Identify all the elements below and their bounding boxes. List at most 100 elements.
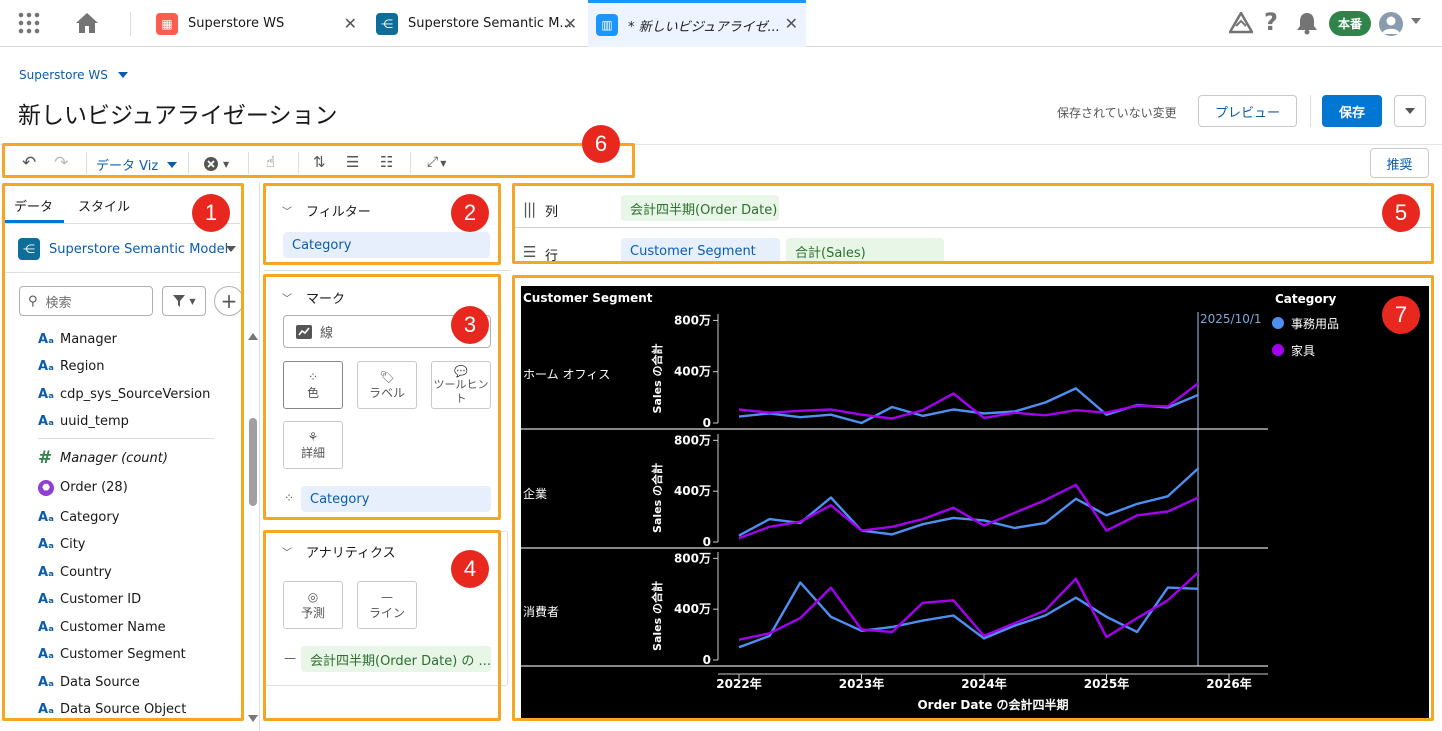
field-manager-count[interactable]: # Manager (count): [38, 448, 168, 468]
preview-button[interactable]: プレビュー: [1198, 95, 1297, 127]
close-icon[interactable]: ✕: [563, 14, 577, 33]
columns-pill-fiscal-quarter[interactable]: 会計四半期(Order Date): [621, 195, 779, 221]
field-label: Manager: [60, 331, 117, 347]
text-field-icon: Aₐ: [38, 591, 55, 607]
semantic-model-selector[interactable]: ⋲ Superstore Semantic Model: [18, 237, 238, 261]
chevron-down-icon: [226, 246, 236, 252]
divider: [130, 12, 131, 36]
undo-icon[interactable]: ↶: [22, 153, 37, 173]
legend-title: Category: [1275, 292, 1337, 306]
mark-color-button[interactable]: ⁘ 色: [283, 361, 343, 409]
legend-swatch: [1272, 344, 1284, 356]
field-source-version[interactable]: Aₐ cdp_sys_SourceVersion: [38, 384, 210, 404]
tab-new-visualization[interactable]: ▥ * 新しいビジュアライゼ... ✕: [588, 0, 806, 47]
field-data-source-object[interactable]: Aₐ Data Source Object: [38, 699, 186, 719]
close-icon[interactable]: ✕: [343, 14, 357, 33]
series-line: [738, 467, 1200, 537]
legend-label: 家具: [1291, 343, 1315, 358]
scrollbar-thumb[interactable]: [249, 418, 257, 506]
data-viz-dropdown[interactable]: データ Viz: [96, 155, 178, 174]
field-uuid-temp[interactable]: Aₐ uuid_temp: [38, 411, 129, 431]
field-city[interactable]: Aₐ City: [38, 534, 85, 554]
close-icon[interactable]: ✕: [784, 14, 798, 33]
scrollbar-down-icon[interactable]: [248, 715, 258, 722]
x-tick-label: 2025年: [1084, 676, 1129, 691]
divider: [86, 152, 87, 174]
rows-pill-sum-sales[interactable]: 合計(Sales): [786, 238, 944, 264]
more-actions-button[interactable]: [1394, 95, 1426, 127]
avatar[interactable]: [1379, 12, 1403, 36]
analytics-pill-fiscal-quarter[interactable]: 会計四半期(Order Date) の ...: [301, 646, 491, 672]
chart-area: Customer Segment 2025/10/1 0 400万 800万 ホーム オフ…: [521, 286, 1429, 718]
tab-superstore-ws[interactable]: ▦ Superstore WS ✕: [150, 0, 365, 47]
chevron-down-icon: ﹀: [282, 548, 292, 559]
reference-line-button[interactable]: — ライン: [357, 581, 417, 629]
tab-style[interactable]: スタイル: [78, 200, 131, 215]
rows-icon: ☰: [523, 243, 537, 261]
columns-shelf: [514, 188, 1434, 228]
trailhead-icon[interactable]: [1227, 10, 1255, 38]
marks-section-header[interactable]: ﹀ マーク: [282, 288, 345, 307]
field-manager[interactable]: Aₐ Manager: [38, 329, 117, 349]
field-category[interactable]: Aₐ Category: [38, 507, 119, 527]
divider: [4, 272, 240, 273]
divider: [298, 152, 299, 174]
analytics-section-header[interactable]: ﹀ アナリティクス: [282, 542, 396, 561]
field-country[interactable]: Aₐ Country: [38, 562, 112, 582]
object-order[interactable]: ⬣ Order (28): [38, 477, 128, 497]
field-customer-name[interactable]: Aₐ Customer Name: [38, 617, 166, 637]
filter-pill-category[interactable]: Category: [283, 232, 490, 258]
mark-type-select[interactable]: 線: [283, 315, 491, 348]
series-line: [738, 581, 1199, 649]
recommend-button[interactable]: 推奨: [1370, 148, 1429, 178]
filter-dropdown-button[interactable]: ▼: [162, 286, 206, 316]
divider: [264, 270, 510, 271]
mark-label-button[interactable]: 🏷 ラベル: [357, 361, 417, 409]
filters-section-header[interactable]: ﹀ フィルター: [282, 201, 371, 220]
breadcrumb[interactable]: Superstore WS: [19, 68, 128, 82]
forecast-button[interactable]: ◎ 予測: [283, 581, 343, 629]
notification-bell-icon[interactable]: [1296, 11, 1318, 39]
tab-semantic-model[interactable]: ⋲ Superstore Semantic M... ✕: [370, 0, 585, 47]
analytics-title: アナリティクス: [306, 546, 396, 561]
swap-axes-icon[interactable]: ⇅: [313, 153, 326, 171]
fit-icon[interactable]: ⤢ ▼: [427, 154, 447, 170]
segment-label: 消費者: [523, 604, 559, 619]
help-icon[interactable]: ?: [1264, 8, 1278, 36]
annotation-badge: 5: [1382, 194, 1420, 232]
text-field-icon: Aₐ: [38, 564, 55, 580]
field-customer-id[interactable]: Aₐ Customer ID: [38, 589, 141, 609]
interaction-icon[interactable]: ☝: [266, 153, 276, 171]
breadcrumb-label[interactable]: Superstore WS: [19, 68, 108, 82]
object-label: Order (28): [60, 479, 128, 495]
filters-title: フィルター: [306, 205, 371, 220]
tab-data[interactable]: データ: [14, 200, 54, 215]
mark-detail-button[interactable]: ⚘ 詳細: [283, 421, 343, 469]
y-tick-label: 800万: [674, 433, 711, 447]
scrollbar-up-icon[interactable]: [248, 333, 258, 340]
search-placeholder: 検索: [45, 295, 72, 311]
field-data-source[interactable]: Aₐ Data Source: [38, 672, 140, 692]
sort-ascending-icon[interactable]: ☰: [346, 153, 360, 171]
object-icon: ⬣: [38, 479, 60, 496]
mark-pill-category[interactable]: Category: [301, 486, 491, 512]
sort-descending-icon[interactable]: ☷: [380, 153, 394, 171]
rows-pill-customer-segment[interactable]: Customer Segment: [621, 238, 780, 264]
save-button[interactable]: 保存: [1322, 95, 1382, 127]
app-launcher-icon[interactable]: [18, 12, 40, 34]
redo-icon[interactable]: ↷: [54, 153, 69, 173]
search-input[interactable]: ⚲ 検索: [19, 286, 153, 316]
segment-label: 企業: [523, 486, 547, 501]
home-icon[interactable]: [75, 11, 99, 39]
chevron-down-icon[interactable]: [117, 72, 128, 78]
mark-tooltip-button[interactable]: 💬 ツールヒント: [431, 361, 491, 409]
field-region[interactable]: Aₐ Region: [38, 356, 105, 376]
y-tick-label: 800万: [674, 551, 711, 565]
y-tick-label: 400万: [674, 365, 711, 379]
field-customer-segment[interactable]: Aₐ Customer Segment: [38, 644, 186, 664]
mark-detail-label: 詳細: [300, 445, 325, 460]
clear-icon[interactable]: ▼: [203, 156, 229, 172]
add-field-button[interactable]: +: [214, 286, 244, 316]
chevron-down-icon[interactable]: [1411, 18, 1421, 24]
page-title: 新しいビジュアライゼーション: [18, 103, 338, 129]
